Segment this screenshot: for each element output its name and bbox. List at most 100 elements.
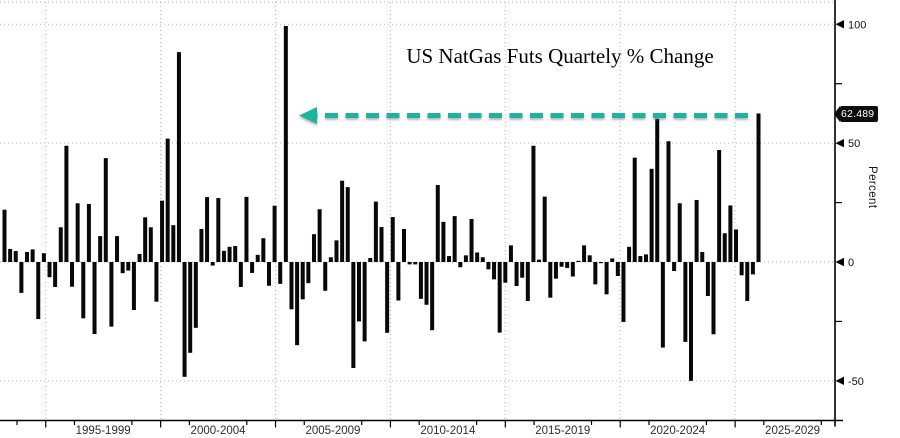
quarter-bar xyxy=(103,158,108,262)
quarter-bar xyxy=(424,262,429,305)
quarter-bar xyxy=(41,253,46,262)
quarter-bar xyxy=(53,262,58,287)
quarter-bar xyxy=(402,228,407,262)
x-axis-period-label: 2000-2004 xyxy=(191,425,247,437)
quarter-bar xyxy=(283,25,288,263)
quarter-bar xyxy=(435,184,440,262)
quarter-bar xyxy=(441,221,446,262)
quarter-bar xyxy=(98,236,103,262)
quarter-bar xyxy=(711,262,716,335)
annotation-arrowhead-icon xyxy=(299,106,317,124)
quarter-bar xyxy=(503,262,508,283)
quarter-bar xyxy=(548,262,553,298)
quarter-bar xyxy=(660,262,665,348)
quarter-bar xyxy=(458,262,463,268)
quarter-bar xyxy=(137,253,142,262)
x-axis-period-label: 1995-1999 xyxy=(76,425,131,437)
quarter-bar xyxy=(582,245,587,262)
last-price-badge: 62.489 xyxy=(834,106,879,122)
quarter-bar xyxy=(216,198,221,262)
quarter-bar xyxy=(2,209,7,262)
quarter-bar xyxy=(475,252,480,262)
quarter-bar xyxy=(176,52,181,262)
quarter-bar xyxy=(537,259,542,262)
quarter-bar xyxy=(47,262,52,278)
y-tick-arrow-icon xyxy=(835,138,844,148)
quarter-bar xyxy=(340,180,345,262)
quarter-bar xyxy=(638,256,643,262)
quarter-bar xyxy=(553,262,558,279)
quarter-bar xyxy=(728,205,733,262)
quarter-bar xyxy=(655,118,660,262)
x-axis-period-label: 2015-2019 xyxy=(535,425,590,437)
quarter-bar xyxy=(295,262,300,346)
quarter-bar xyxy=(115,236,120,262)
quarter-bar xyxy=(486,262,491,270)
x-axis-period-label: 2005-2009 xyxy=(305,425,360,437)
quarter-bar xyxy=(688,262,693,381)
chart-title: US NatGas Futs Quartely % Change xyxy=(406,44,714,68)
y-axis-tick-label: 50 xyxy=(848,138,860,150)
quarter-bar xyxy=(745,262,750,301)
quarter-bar xyxy=(328,257,333,262)
quarter-bar xyxy=(205,197,210,262)
quarter-bar xyxy=(81,262,86,319)
quarter-bar xyxy=(362,262,367,342)
quarter-bar xyxy=(559,262,564,267)
x-axis-period-label: 2025-2029 xyxy=(765,425,820,437)
quarter-bar xyxy=(514,262,519,287)
quarter-bar xyxy=(430,262,435,331)
quarter-bar xyxy=(244,196,249,262)
quarter-bar xyxy=(300,262,305,300)
quarter-bar xyxy=(463,255,468,262)
quarter-bar xyxy=(700,252,705,262)
quarter-bar xyxy=(70,262,75,287)
quarter-bar xyxy=(86,204,91,262)
quarter-bar xyxy=(36,262,41,320)
quarter-bar xyxy=(734,229,739,262)
quarter-bar xyxy=(373,201,378,262)
quarter-bar xyxy=(227,246,232,262)
quarter-bar xyxy=(418,262,423,299)
quarter-bar xyxy=(334,240,339,262)
quarter-bar xyxy=(289,262,294,310)
quarter-bar xyxy=(413,262,418,265)
quarter-bar xyxy=(570,262,575,277)
badge-pointer-icon xyxy=(834,106,840,122)
quarter-bar xyxy=(30,249,35,262)
quarter-bar xyxy=(610,258,615,262)
quarter-bar xyxy=(233,246,238,262)
quarter-bar xyxy=(323,262,328,291)
quarter-bar xyxy=(621,262,626,322)
quarter-bar xyxy=(717,150,722,262)
quarter-bar xyxy=(182,262,187,377)
quarter-bar xyxy=(345,187,350,262)
quarter-bar xyxy=(593,262,598,285)
quarter-bar xyxy=(705,262,710,296)
quarter-bar xyxy=(390,217,395,262)
y-axis-tick-label: 0 xyxy=(848,257,854,269)
y-tick-arrow-icon xyxy=(835,257,844,267)
quarter-bar xyxy=(250,262,255,273)
quarter-bar xyxy=(266,262,271,286)
quarter-bar xyxy=(120,262,125,274)
quarter-bar xyxy=(13,251,18,262)
badge-value: 62.489 xyxy=(840,106,879,122)
quarter-bar xyxy=(385,262,390,333)
quarter-bar xyxy=(565,262,570,268)
y-axis-title: Percent xyxy=(866,166,878,209)
annotation-arrow xyxy=(299,106,748,124)
quarter-bar xyxy=(160,200,165,262)
quarter-bar xyxy=(221,250,226,262)
quarter-bar xyxy=(109,262,114,327)
quarter-bar xyxy=(694,199,699,262)
quarter-bar xyxy=(598,262,603,264)
quarter-bar xyxy=(407,262,412,265)
quarter-bar xyxy=(154,262,159,302)
quarter-bar xyxy=(255,254,260,262)
quarter-bar xyxy=(542,196,547,262)
y-axis-tick-label: 100 xyxy=(848,19,866,31)
quarter-bar xyxy=(165,138,170,262)
quarter-bar xyxy=(379,227,384,262)
x-axis-period-label: 2010-2014 xyxy=(420,425,476,437)
